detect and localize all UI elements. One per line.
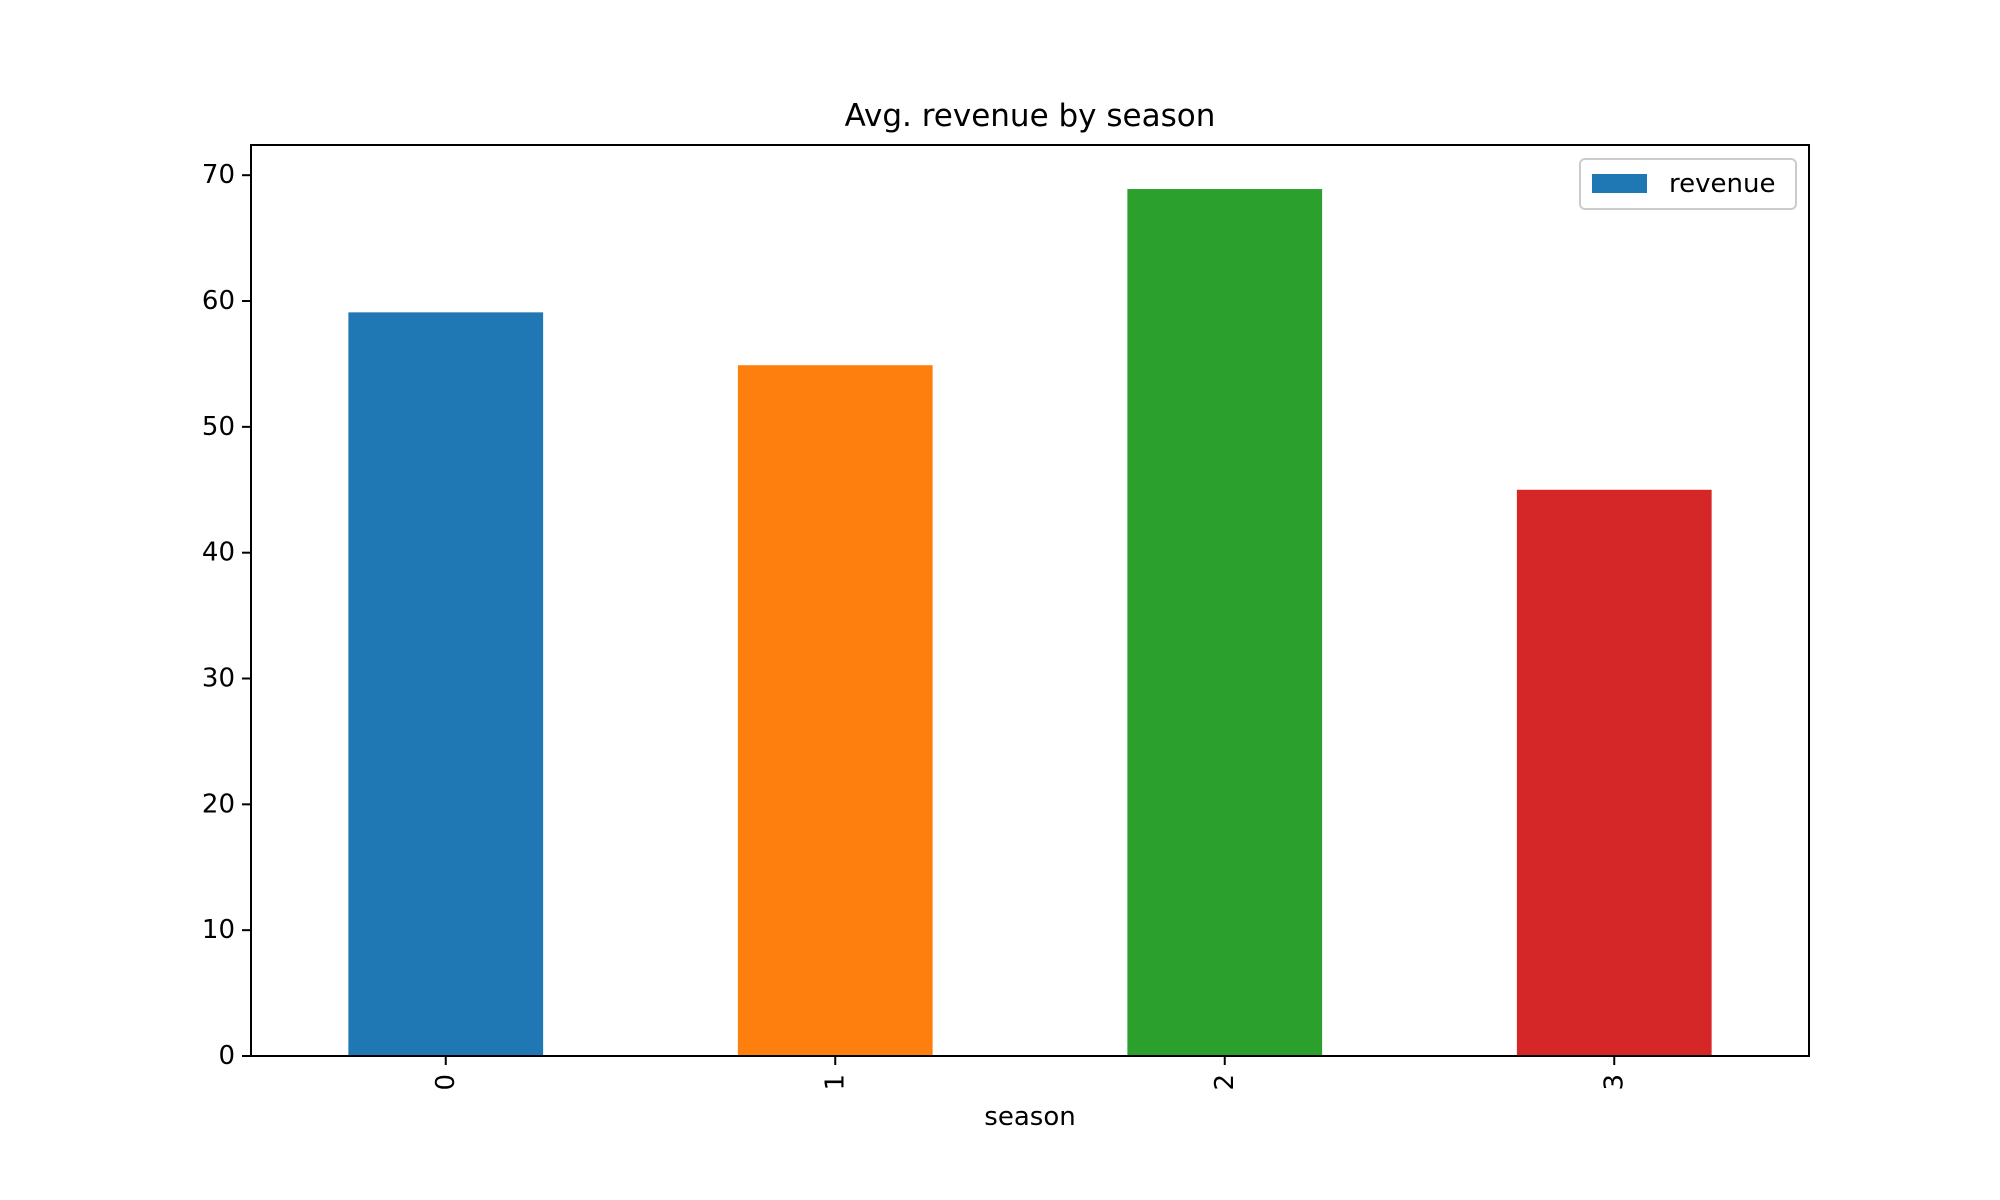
y-tick-label: 50 — [202, 412, 235, 442]
legend-box — [1579, 158, 1797, 210]
legend-swatch — [1592, 174, 1647, 193]
chart-title: Avg. revenue by season — [845, 98, 1216, 134]
x-tick-label: 3 — [1599, 1074, 1629, 1091]
x-tick-label: 2 — [1210, 1074, 1240, 1091]
x-axis: 0 1 2 3 — [431, 1056, 1629, 1091]
y-axis: 0 10 20 30 40 50 60 70 — [202, 160, 251, 1071]
y-tick-label: 40 — [202, 538, 235, 568]
y-tick-label: 10 — [202, 915, 235, 945]
y-tick-label: 0 — [218, 1041, 235, 1071]
legend: revenue — [1579, 158, 1797, 210]
plot-frame — [250, 144, 1810, 1057]
bar-season-0 — [348, 312, 544, 1057]
x-tick-label: 0 — [431, 1074, 461, 1091]
y-tick-label: 70 — [202, 160, 235, 190]
y-tick-label: 30 — [202, 664, 235, 694]
y-tick-label: 60 — [202, 286, 235, 316]
x-tick-label: 1 — [820, 1074, 850, 1091]
bar-season-1 — [737, 365, 933, 1056]
bar-season-2 — [1127, 189, 1323, 1057]
bar-season-3 — [1516, 489, 1712, 1056]
x-axis-label: season — [984, 1102, 1075, 1132]
y-tick-label: 20 — [202, 789, 235, 819]
bars-group — [348, 189, 1712, 1057]
legend-label: revenue — [1669, 169, 1775, 199]
